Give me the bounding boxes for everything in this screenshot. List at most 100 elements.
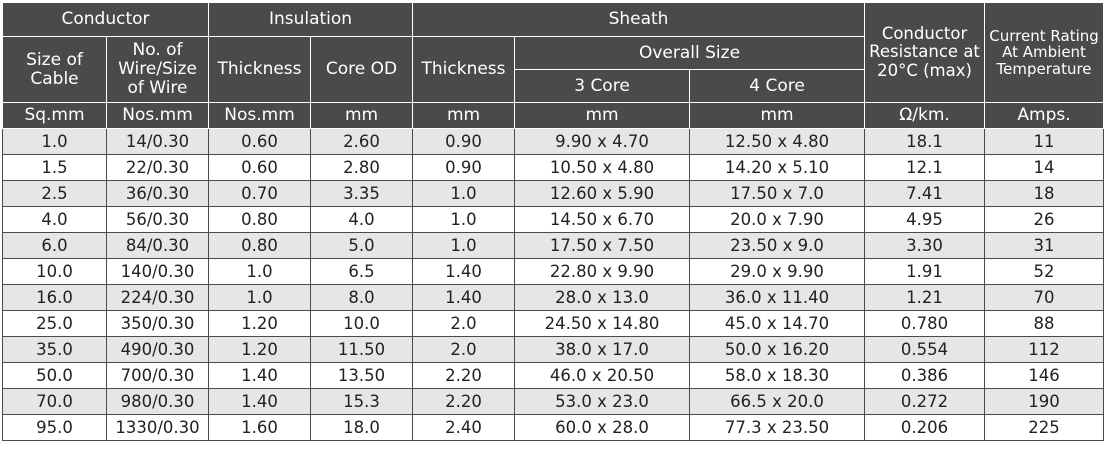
table-cell: 0.80 xyxy=(208,232,312,259)
table-cell: 18.1 xyxy=(864,128,986,155)
table-cell: 50.0 xyxy=(2,362,107,389)
table-cell: 25.0 xyxy=(2,310,107,337)
table-cell: 0.60 xyxy=(208,128,312,155)
four-core-header: 4 Core xyxy=(689,69,866,103)
table-cell: 45.0 x 14.70 xyxy=(689,310,866,337)
table-cell: 26 xyxy=(984,206,1105,233)
table-cell: 2.0 xyxy=(412,310,516,337)
table-cell: 31 xyxy=(984,232,1105,259)
table-cell: 0.206 xyxy=(864,414,986,441)
table-cell: 6.5 xyxy=(310,258,414,285)
table-cell: 14 xyxy=(984,154,1105,181)
table-cell: 16.0 xyxy=(2,284,107,311)
unit-cell: Nos.mm xyxy=(105,102,210,129)
cable-spec-table: Conductor Insulation Sheath Conductor Re… xyxy=(1,2,1105,441)
insulation-thickness-header: Thickness xyxy=(208,36,312,103)
table-cell: 0.272 xyxy=(864,388,986,415)
table-cell: 3.30 xyxy=(864,232,986,259)
table-cell: 36/0.30 xyxy=(105,180,210,207)
table-cell: 70.0 xyxy=(2,388,107,415)
size-of-cable-header: Size of Cable xyxy=(2,36,107,103)
table-cell: 0.90 xyxy=(412,128,516,155)
insulation-group-header: Insulation xyxy=(208,2,414,37)
table-cell: 17.50 x 7.50 xyxy=(514,232,691,259)
table-cell: 1.40 xyxy=(208,362,312,389)
table-cell: 17.50 x 7.0 xyxy=(689,180,866,207)
table-row: 70.0 980/0.30 1.40 15.3 2.20 53.0 x 23.0 66.5 … xyxy=(2,388,1105,415)
units-row: Sq.mm Nos.mm Nos.mm mm mm mm mm Ω/km. Am… xyxy=(2,102,1105,129)
table-cell: 77.3 x 23.50 xyxy=(689,414,866,441)
table-cell: 0.70 xyxy=(208,180,312,207)
table-cell: 70 xyxy=(984,284,1105,311)
table-cell: 18 xyxy=(984,180,1105,207)
table-cell: 20.0 x 7.90 xyxy=(689,206,866,233)
table-cell: 13.50 xyxy=(310,362,414,389)
unit-cell: Amps. xyxy=(984,102,1105,129)
table-cell: 11 xyxy=(984,128,1105,155)
table-cell: 0.80 xyxy=(208,206,312,233)
table-cell: 5.0 xyxy=(310,232,414,259)
table-cell: 350/0.30 xyxy=(105,310,210,337)
table-cell: 15.3 xyxy=(310,388,414,415)
table-cell: 700/0.30 xyxy=(105,362,210,389)
table-cell: 980/0.30 xyxy=(105,388,210,415)
unit-cell: Sq.mm xyxy=(2,102,107,129)
table-cell: 2.20 xyxy=(412,388,516,415)
unit-cell: Ω/km. xyxy=(864,102,986,129)
table-cell: 1.40 xyxy=(412,258,516,285)
table-cell: 1.5 xyxy=(2,154,107,181)
table-cell: 1.0 xyxy=(208,258,312,285)
table-cell: 23.50 x 9.0 xyxy=(689,232,866,259)
table-row: 16.0 224/0.30 1.0 8.0 1.40 28.0 x 13.0 36.0 x … xyxy=(2,284,1105,311)
table-cell: 0.780 xyxy=(864,310,986,337)
table-cell: 10.50 x 4.80 xyxy=(514,154,691,181)
table-cell: 28.0 x 13.0 xyxy=(514,284,691,311)
three-core-header: 3 Core xyxy=(514,69,691,103)
table-cell: 14.50 x 6.70 xyxy=(514,206,691,233)
table-cell: 9.90 x 4.70 xyxy=(514,128,691,155)
table-cell: 1.40 xyxy=(208,388,312,415)
core-od-header: Core OD xyxy=(310,36,414,103)
table-cell: 225 xyxy=(984,414,1105,441)
table-cell: 1.91 xyxy=(864,258,986,285)
table-cell: 490/0.30 xyxy=(105,336,210,363)
table-cell: 10.0 xyxy=(310,310,414,337)
unit-cell: mm xyxy=(412,102,516,129)
table-cell: 56/0.30 xyxy=(105,206,210,233)
table-cell: 2.0 xyxy=(412,336,516,363)
table-cell: 1.40 xyxy=(412,284,516,311)
table-row: 1.0 14/0.30 0.60 2.60 0.90 9.90 x 4.70 12.50 x… xyxy=(2,128,1105,155)
table-cell: 2.5 xyxy=(2,180,107,207)
table-cell: 4.95 xyxy=(864,206,986,233)
table-cell: 11.50 xyxy=(310,336,414,363)
table-cell: 1.21 xyxy=(864,284,986,311)
table-cell: 38.0 x 17.0 xyxy=(514,336,691,363)
table-cell: 22.80 x 9.90 xyxy=(514,258,691,285)
table-cell: 0.386 xyxy=(864,362,986,389)
overall-size-header: Overall Size xyxy=(514,36,866,70)
table-row: 4.0 56/0.30 0.80 4.0 1.0 14.50 x 6.70 20.0 x 7… xyxy=(2,206,1105,233)
table-cell: 46.0 x 20.50 xyxy=(514,362,691,389)
table-cell: 10.0 xyxy=(2,258,107,285)
table-row: 6.0 84/0.30 0.80 5.0 1.0 17.50 x 7.50 23.50 x … xyxy=(2,232,1105,259)
table-cell: 4.0 xyxy=(2,206,107,233)
table-row: 2.5 36/0.30 0.70 3.35 1.0 12.60 x 5.90 17.50 x… xyxy=(2,180,1105,207)
sheath-thickness-header: Thickness xyxy=(412,36,516,103)
conductor-group-header: Conductor xyxy=(1,2,210,37)
table-cell: 1.0 xyxy=(412,232,516,259)
table-cell: 18.0 xyxy=(310,414,414,441)
table-cell: 140/0.30 xyxy=(105,258,210,285)
table-cell: 1.60 xyxy=(208,414,312,441)
table-cell: 88 xyxy=(984,310,1105,337)
table-cell: 50.0 x 16.20 xyxy=(689,336,866,363)
table-cell: 112 xyxy=(984,336,1105,363)
table-cell: 1.0 xyxy=(2,128,107,155)
table-cell: 2.80 xyxy=(310,154,414,181)
table-cell: 1.20 xyxy=(208,336,312,363)
table-cell: 7.41 xyxy=(864,180,986,207)
unit-cell: mm xyxy=(310,102,414,129)
unit-cell: Nos.mm xyxy=(208,102,312,129)
table-cell: 146 xyxy=(984,362,1105,389)
table-cell: 3.35 xyxy=(310,180,414,207)
table-cell: 58.0 x 18.30 xyxy=(689,362,866,389)
